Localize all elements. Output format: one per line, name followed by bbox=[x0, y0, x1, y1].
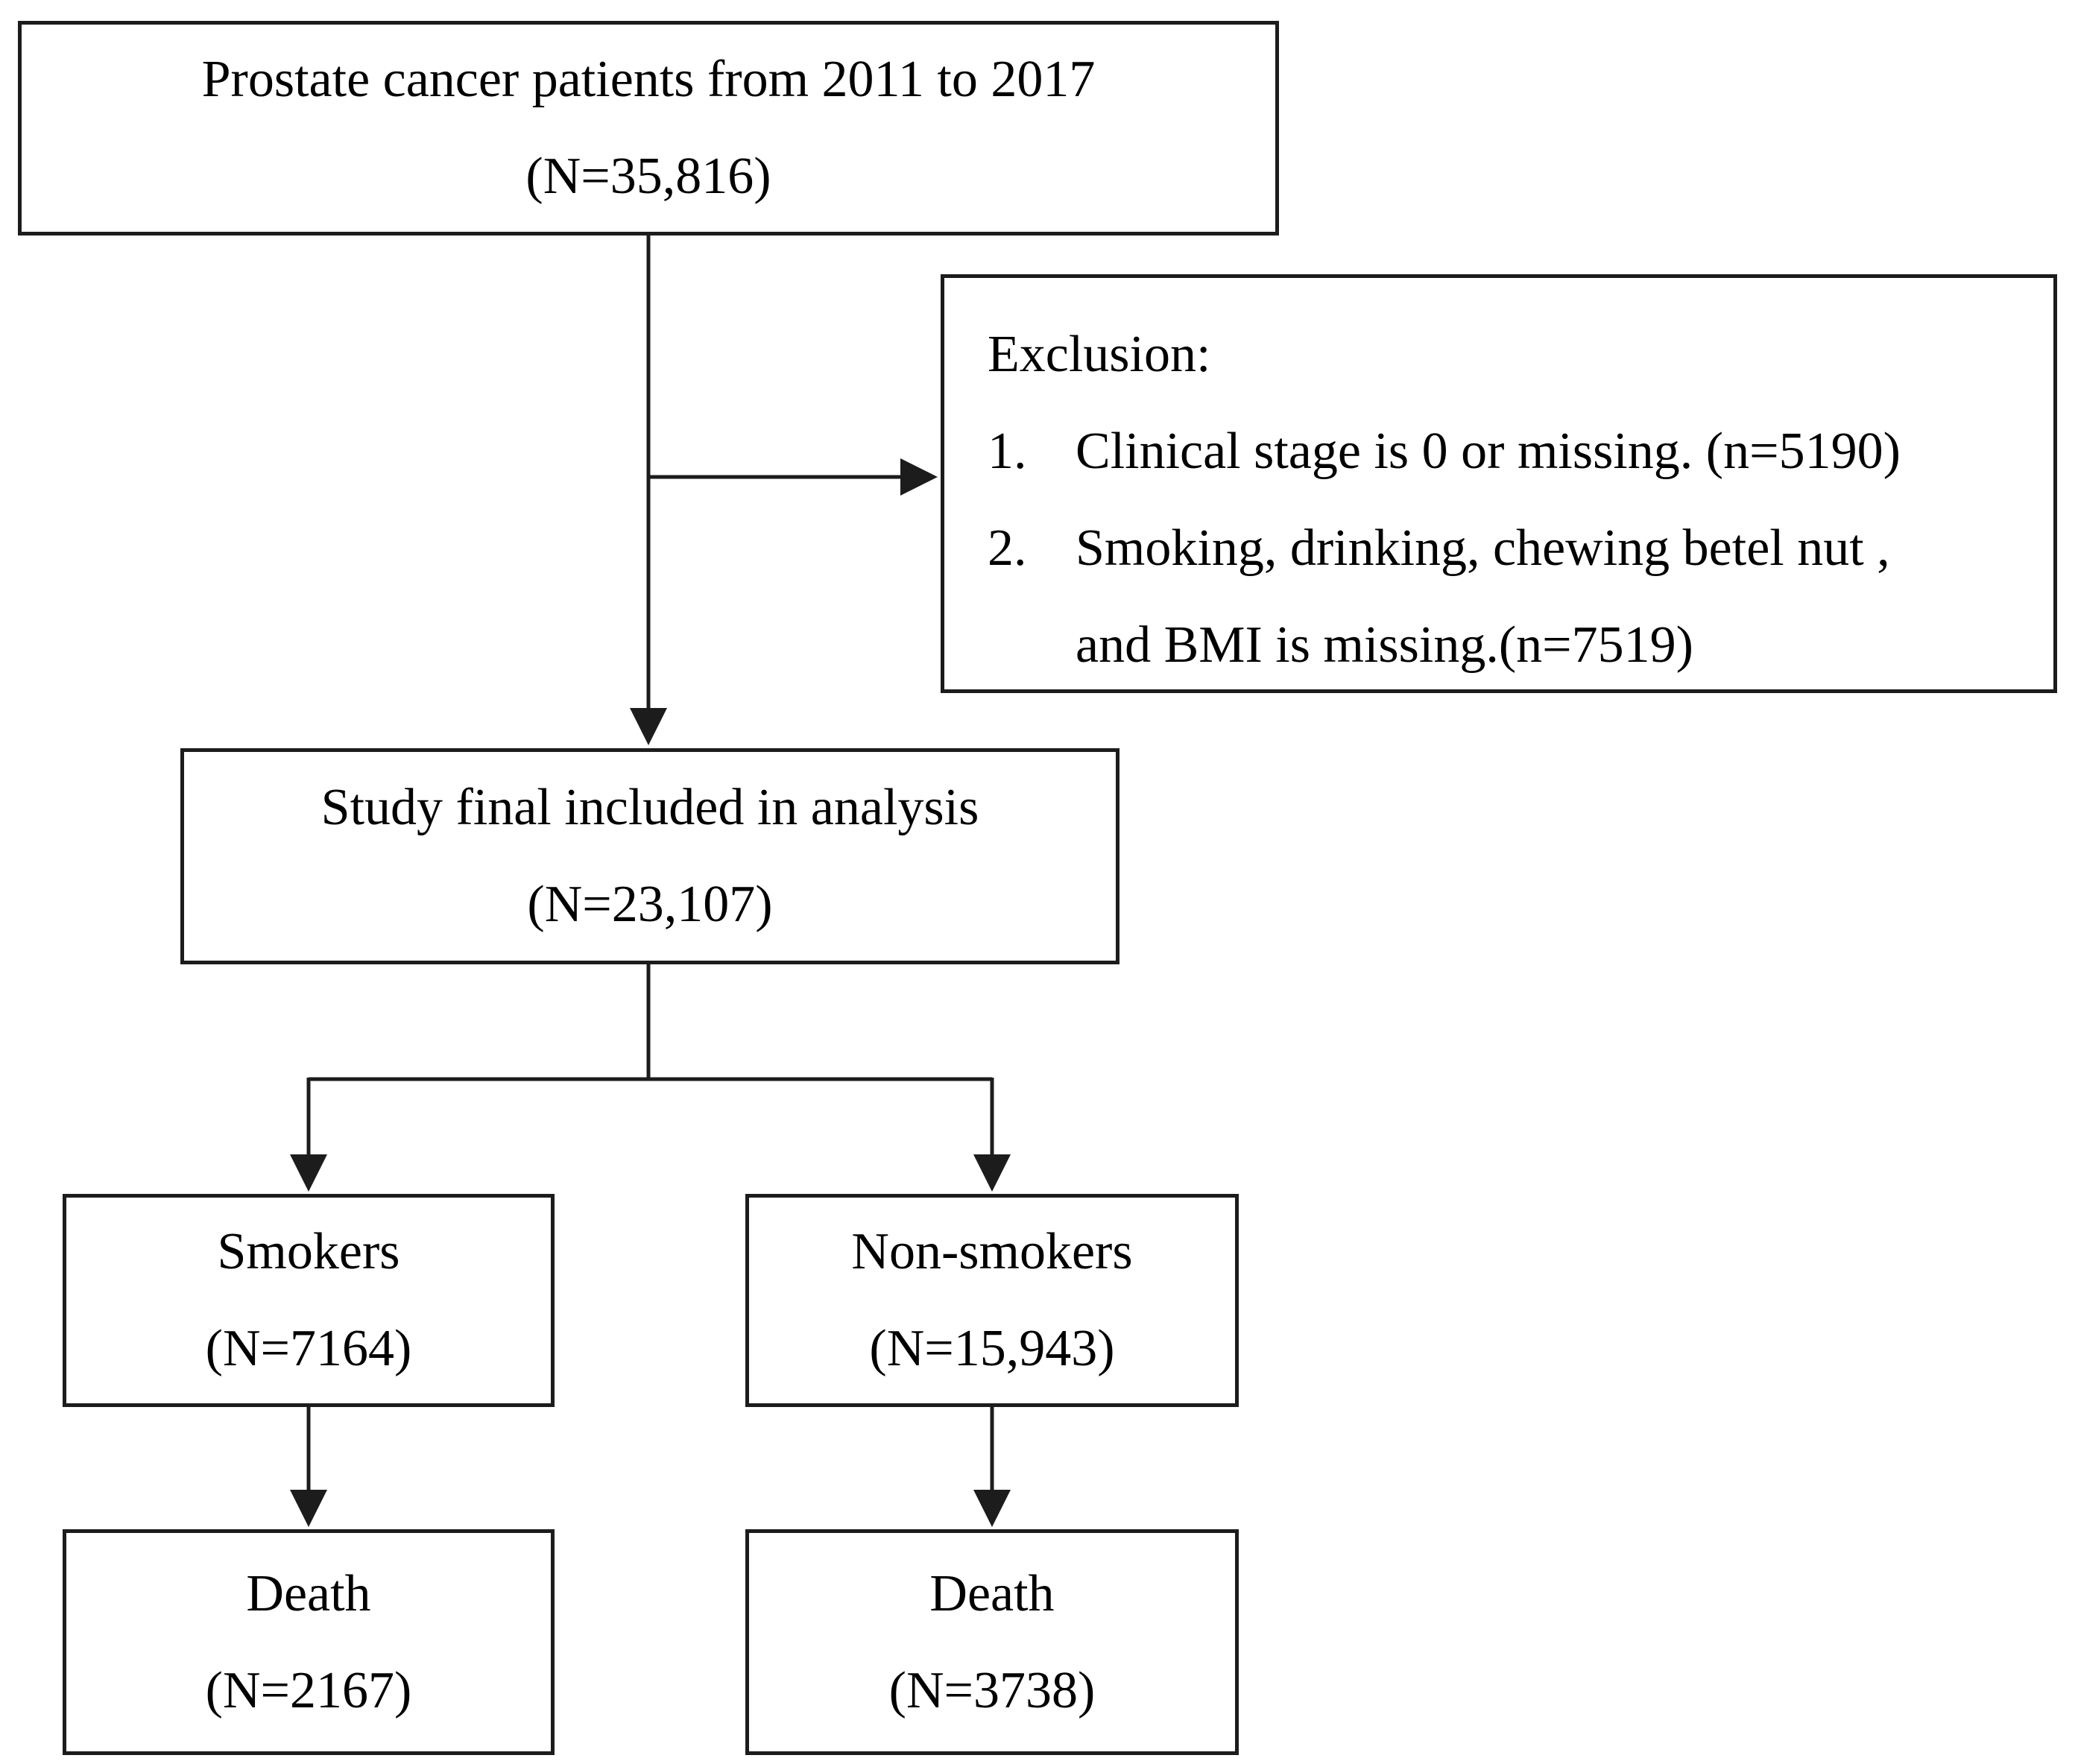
death-smokers-label: Death bbox=[246, 1564, 371, 1622]
source-population-count: (N=35,816) bbox=[525, 148, 771, 205]
exclusion-item-text: Smoking, drinking, chewing betel nut , bbox=[1076, 519, 1890, 577]
final-analysis-count: (N=23,107) bbox=[527, 876, 773, 933]
smokers-label: Smokers bbox=[217, 1223, 400, 1280]
source-population-label: Prostate cancer patients from 2011 to 20… bbox=[201, 51, 1096, 108]
exclusion-item-number bbox=[988, 597, 1076, 694]
box-exclusion: Exclusion: 1. Clinical stage is 0 or mis… bbox=[941, 274, 2057, 693]
box-death-smokers: Death (N=2167) bbox=[63, 1529, 555, 1755]
exclusion-item-2-continued: and BMI is missing.(n=7519) bbox=[988, 597, 2038, 694]
exclusion-item-number: 1. bbox=[988, 423, 1027, 480]
death-smokers-count: (N=2167) bbox=[205, 1661, 412, 1719]
nonsmokers-count: (N=15,943) bbox=[869, 1320, 1115, 1377]
exclusion-item-text: Clinical stage is 0 or missing. (n=5190) bbox=[1076, 423, 1901, 480]
exclusion-item-2: 2. Smoking, drinking, chewing betel nut … bbox=[988, 500, 2038, 597]
box-nonsmokers: Non-smokers (N=15,943) bbox=[745, 1194, 1239, 1407]
death-nonsmokers-label: Death bbox=[929, 1564, 1055, 1622]
box-death-nonsmokers: Death (N=3738) bbox=[745, 1529, 1239, 1755]
box-final-analysis: Study final included in analysis (N=23,1… bbox=[180, 748, 1119, 964]
nonsmokers-label: Non-smokers bbox=[851, 1223, 1133, 1280]
exclusion-item-1: 1. Clinical stage is 0 or missing. (n=51… bbox=[988, 403, 2038, 500]
box-smokers: Smokers (N=7164) bbox=[63, 1194, 555, 1407]
final-analysis-label: Study final included in analysis bbox=[320, 779, 979, 836]
exclusion-item-number: 2. bbox=[988, 519, 1027, 577]
exclusion-heading: Exclusion: bbox=[988, 326, 1211, 383]
death-nonsmokers-count: (N=3738) bbox=[888, 1661, 1096, 1719]
box-source-population: Prostate cancer patients from 2011 to 20… bbox=[18, 21, 1279, 235]
smokers-count: (N=7164) bbox=[205, 1320, 412, 1377]
exclusion-item-text: and BMI is missing.(n=7519) bbox=[1076, 616, 1693, 674]
